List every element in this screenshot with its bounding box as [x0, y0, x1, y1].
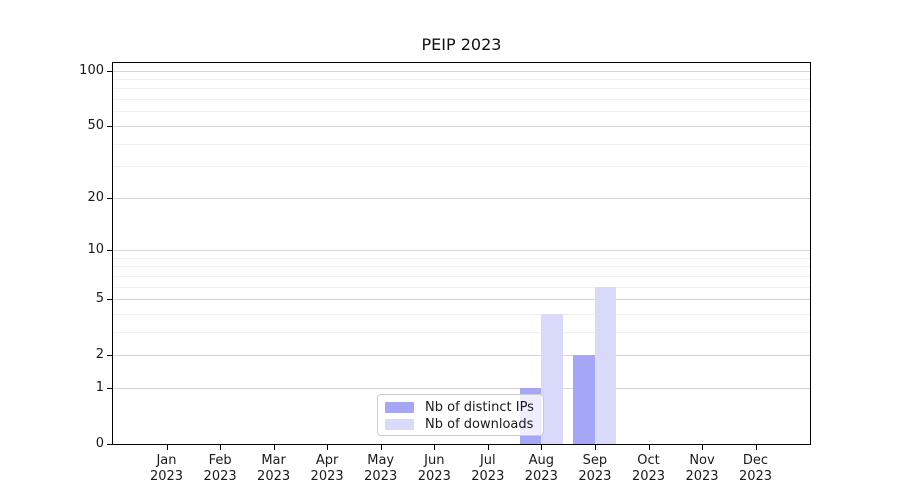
x-tick-label-aug: Aug 2023 — [524, 453, 558, 484]
legend-item-downloads: Nb of downloads — [385, 416, 543, 433]
x-tick-mark-jul — [487, 445, 489, 450]
y-tick-mark-100 — [107, 70, 112, 72]
legend-swatch-downloads — [385, 419, 414, 430]
x-tick-label-nov: Nov 2023 — [685, 453, 719, 484]
y-gridline-60 — [113, 111, 810, 113]
y-gridline-3 — [113, 331, 810, 333]
y-tick-label-100: 100 — [79, 62, 104, 78]
x-tick-label-dec: Dec 2023 — [738, 453, 773, 484]
x-tick-mark-feb — [220, 445, 222, 450]
y-gridline-30 — [113, 166, 810, 168]
x-tick-mark-oct — [648, 445, 650, 450]
y-tick-mark-50 — [107, 125, 112, 127]
x-tick-label-mar: Mar 2023 — [257, 453, 291, 484]
y-gridline-80 — [113, 88, 810, 90]
plot-area — [112, 62, 811, 445]
chart-title: PEIP 2023 — [421, 35, 502, 54]
y-tick-mark-1 — [107, 387, 112, 389]
y-tick-label-1: 1 — [95, 379, 104, 395]
y-tick-label-10: 10 — [87, 242, 104, 257]
legend-item-distinct-ips: Nb of distinct IPs — [385, 399, 543, 416]
y-tick-mark-10 — [107, 250, 112, 251]
x-tick-mark-sep — [594, 445, 596, 450]
y-tick-label-5: 5 — [95, 291, 104, 306]
legend-label-downloads: Nb of downloads — [425, 417, 534, 432]
y-gridline-4 — [113, 313, 810, 315]
x-tick-mark-nov — [702, 445, 703, 450]
legend: Nb of distinct IPs Nb of downloads — [377, 394, 544, 436]
x-tick-label-apr: Apr 2023 — [310, 453, 344, 484]
y-gridline-100 — [113, 70, 810, 72]
y-gridline-6 — [113, 286, 810, 288]
x-tick-label-jul: Jul 2023 — [471, 453, 505, 484]
y-tick-label-0: 0 — [95, 436, 104, 451]
x-tick-label-jun: Jun 2023 — [417, 453, 451, 484]
y-tick-label-50: 50 — [87, 117, 104, 133]
x-tick-mark-mar — [273, 445, 275, 450]
y-gridline-20 — [113, 197, 810, 199]
y-tick-mark-0 — [107, 444, 112, 445]
x-tick-mark-jun — [434, 445, 436, 450]
x-tick-mark-dec — [755, 445, 757, 450]
y-gridline-9 — [113, 257, 810, 259]
x-tick-label-jan: Jan 2023 — [149, 453, 184, 484]
y-gridline-8 — [113, 266, 810, 268]
y-gridline-7 — [113, 275, 810, 277]
x-tick-mark-aug — [541, 445, 543, 450]
x-tick-mark-apr — [327, 445, 329, 450]
y-gridline-40 — [113, 143, 810, 145]
bar-nb-of-downloads-sep — [594, 286, 617, 444]
y-tick-label-20: 20 — [87, 189, 104, 205]
legend-swatch-distinct-ips — [385, 402, 414, 413]
x-tick-label-may: May 2023 — [364, 453, 398, 484]
y-tick-mark-5 — [107, 299, 112, 300]
y-gridline-70 — [113, 99, 810, 101]
y-tick-mark-2 — [107, 355, 112, 357]
y-gridline-10 — [113, 250, 810, 251]
legend-label-distinct-ips: Nb of distinct IPs — [425, 400, 534, 415]
x-tick-label-sep: Sep 2023 — [578, 453, 612, 484]
bar-nb-of-distinct-ips-sep — [573, 355, 595, 444]
y-gridline-50 — [113, 125, 810, 127]
x-tick-mark-may — [380, 445, 382, 450]
y-gridline-1 — [113, 387, 810, 389]
y-tick-mark-20 — [107, 197, 112, 199]
y-gridline-5 — [113, 299, 810, 300]
x-tick-mark-jan — [166, 445, 168, 450]
y-gridline-2 — [113, 355, 810, 357]
bar-nb-of-downloads-aug — [541, 313, 563, 444]
x-tick-label-oct: Oct 2023 — [631, 453, 666, 484]
x-tick-label-feb: Feb 2023 — [203, 453, 237, 484]
y-gridline-90 — [113, 79, 810, 80]
y-tick-label-2: 2 — [95, 347, 104, 363]
